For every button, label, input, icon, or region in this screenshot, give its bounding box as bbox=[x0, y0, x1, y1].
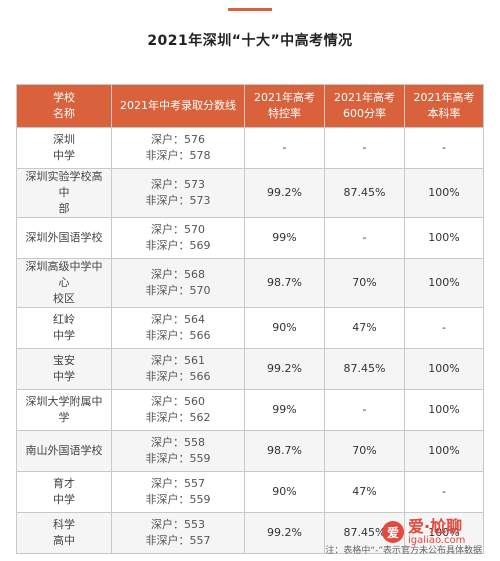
school-name-cell: 南山外国语学校 bbox=[16, 430, 112, 472]
tekong-rate-cell: 98.7% bbox=[244, 430, 325, 472]
cutoff-score-cell: 深户：553 非深户：557 bbox=[111, 512, 245, 554]
rate-600-cell: 70% bbox=[324, 430, 405, 472]
watermark-site-url: igaliao.com bbox=[408, 535, 466, 547]
tekong-rate-cell: 99.2% bbox=[244, 512, 325, 554]
watermark-site-name: 爱·尬聊 bbox=[408, 516, 463, 536]
tekong-rate-cell: 99.2% bbox=[244, 348, 325, 390]
school-name-cell: 深圳外国语学校 bbox=[16, 217, 112, 259]
table-header-row: 学校 名称 2021年中考录取分数线 2021年高考 特控率 2021年高考 600分… bbox=[16, 84, 484, 128]
header-tekong-rate: 2021年高考 特控率 bbox=[244, 84, 325, 128]
school-name-cell: 深圳大学附属中学 bbox=[16, 389, 112, 431]
header-zhongkao-cutoff: 2021年中考录取分数线 bbox=[111, 84, 245, 128]
rate-600-cell: 47% bbox=[324, 471, 405, 513]
tekong-rate-cell: 99.2% bbox=[244, 168, 325, 218]
tekong-rate-cell: 99% bbox=[244, 217, 325, 259]
header-600-rate: 2021年高考 600分率 bbox=[324, 84, 405, 128]
cutoff-score-cell: 深户：557 非深户：559 bbox=[111, 471, 245, 513]
benke-rate-cell: - bbox=[404, 307, 484, 349]
cutoff-score-cell: 深户：558 非深户：559 bbox=[111, 430, 245, 472]
table-row: 深圳高级中学中心 校区 深户：568 非深户：570 98.7% 70% 100% bbox=[16, 258, 484, 308]
school-name-cell: 深圳高级中学中心 校区 bbox=[16, 258, 112, 308]
school-name-cell: 育才 中学 bbox=[16, 471, 112, 513]
header-benke-rate: 2021年高考 本科率 bbox=[404, 84, 484, 128]
table-row: 深圳 中学 深户：576 非深户：578- - - bbox=[16, 127, 484, 169]
cutoff-score-cell: 深户：570 非深户：569 bbox=[111, 217, 245, 259]
cutoff-score-cell: 深户：573 非深户：573 bbox=[111, 168, 245, 218]
cutoff-score-cell: 深户：561 非深户：566 bbox=[111, 348, 245, 390]
rate-600-cell: 70% bbox=[324, 258, 405, 308]
cutoff-score-cell: 深户：560 非深户：562 bbox=[111, 389, 245, 431]
table-row: 深圳外国语学校 深户：570 非深户：569 99% -100% bbox=[16, 217, 484, 259]
tekong-rate-cell: 98.7% bbox=[244, 258, 325, 308]
tekong-rate-cell: - bbox=[244, 127, 325, 169]
table-row: 育才 中学 深户：557 非深户：559 90% 47% - bbox=[16, 471, 484, 513]
rate-600-cell: - bbox=[324, 217, 405, 259]
school-name-cell: 深圳实验学校高中部 bbox=[16, 168, 112, 218]
rate-600-cell: 87.45% bbox=[324, 168, 405, 218]
rate-600-cell: - bbox=[324, 389, 405, 431]
benke-rate-cell: - bbox=[404, 127, 484, 169]
footnote: 注：表格中“-”表示官方未公布具体数据 bbox=[325, 546, 482, 556]
benke-rate-cell: - bbox=[404, 471, 484, 513]
benke-rate-cell: 100% bbox=[404, 258, 484, 308]
watermark-logo-icon: 爱 bbox=[382, 521, 404, 543]
school-name-cell: 深圳 中学 bbox=[16, 127, 112, 169]
school-name-cell: 红岭 中学 bbox=[16, 307, 112, 349]
table-row: 宝安 中学 深户：561 非深户：566 99.2% 87.45% 100% bbox=[16, 348, 484, 390]
rate-600-cell: 47% bbox=[324, 307, 405, 349]
benke-rate-cell: 100% bbox=[404, 217, 484, 259]
tekong-rate-cell: 99% bbox=[244, 389, 325, 431]
score-table: 学校 名称 2021年中考录取分数线 2021年高考 特控率 2021年高考 600分… bbox=[16, 84, 484, 554]
table-row: 南山外国语学校 深户：558 非深户：559 98.7% 70% 100% bbox=[16, 430, 484, 472]
benke-rate-cell: 100% bbox=[404, 168, 484, 218]
site-watermark: 爱 爱·尬聊 igaliao.com bbox=[382, 504, 494, 560]
page-title: 2021年深圳“十大”中高考情况 bbox=[147, 33, 353, 49]
tekong-rate-cell: 90% bbox=[244, 471, 325, 513]
header-school: 学校 名称 bbox=[16, 84, 112, 128]
school-name-cell: 科学 高中 bbox=[16, 512, 112, 554]
school-name-cell: 宝安 中学 bbox=[16, 348, 112, 390]
table-row: 深圳大学附属中学 深户：560 非深户：562 99% -100% bbox=[16, 389, 484, 431]
tekong-rate-cell: 90% bbox=[244, 307, 325, 349]
cutoff-score-cell: 深户：568 非深户：570 bbox=[111, 258, 245, 308]
benke-rate-cell: 100% bbox=[404, 512, 484, 554]
table-row: 红岭 中学 深户：564 非深户：566 90% 47% - bbox=[16, 307, 484, 349]
cutoff-score-cell: 深户：576 非深户：578 bbox=[111, 127, 245, 169]
rate-600-cell: - bbox=[324, 127, 405, 169]
title-accent-line bbox=[228, 8, 272, 11]
rate-600-cell: 87.45% bbox=[324, 348, 405, 390]
benke-rate-cell: 100% bbox=[404, 430, 484, 472]
benke-rate-cell: 100% bbox=[404, 348, 484, 390]
cutoff-score-cell: 深户：564 非深户：566 bbox=[111, 307, 245, 349]
benke-rate-cell: 100% bbox=[404, 389, 484, 431]
table-row: 深圳实验学校高中部深户：573 非深户：573 99.2% 87.45% 100% bbox=[16, 168, 484, 218]
